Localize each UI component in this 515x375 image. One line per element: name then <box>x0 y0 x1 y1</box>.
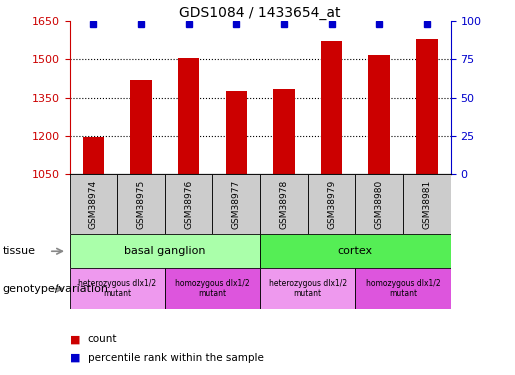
Text: GSM38976: GSM38976 <box>184 180 193 229</box>
Text: GSM38978: GSM38978 <box>280 180 288 229</box>
Text: GSM38977: GSM38977 <box>232 180 241 229</box>
Text: ■: ■ <box>70 353 80 363</box>
Bar <box>165 268 260 309</box>
Text: GSM38981: GSM38981 <box>422 180 431 229</box>
Text: tissue: tissue <box>3 246 36 256</box>
Bar <box>70 174 117 234</box>
Text: heterozygous dlx1/2
mutant: heterozygous dlx1/2 mutant <box>78 279 156 298</box>
Text: homozygous dlx1/2
mutant: homozygous dlx1/2 mutant <box>175 279 250 298</box>
Bar <box>355 174 403 234</box>
Bar <box>260 268 355 309</box>
Bar <box>212 174 260 234</box>
Bar <box>178 58 199 174</box>
Bar <box>260 234 451 268</box>
Text: genotype/variation: genotype/variation <box>3 284 109 294</box>
Bar <box>273 89 295 174</box>
Bar <box>321 41 342 174</box>
Text: ■: ■ <box>70 334 80 344</box>
Bar <box>130 80 152 174</box>
Bar <box>70 234 260 268</box>
Text: GSM38975: GSM38975 <box>136 180 145 229</box>
Bar <box>260 174 308 234</box>
Text: cortex: cortex <box>338 246 373 256</box>
Bar <box>117 174 165 234</box>
Text: basal ganglion: basal ganglion <box>124 246 205 256</box>
Text: percentile rank within the sample: percentile rank within the sample <box>88 353 264 363</box>
Bar <box>226 91 247 174</box>
Text: heterozygous dlx1/2
mutant: heterozygous dlx1/2 mutant <box>269 279 347 298</box>
Bar <box>165 174 212 234</box>
Bar <box>416 39 438 174</box>
Bar <box>403 174 451 234</box>
Text: GSM38980: GSM38980 <box>375 180 384 229</box>
Bar <box>307 174 355 234</box>
Bar <box>355 268 451 309</box>
Text: homozygous dlx1/2
mutant: homozygous dlx1/2 mutant <box>366 279 440 298</box>
Text: GSM38979: GSM38979 <box>327 180 336 229</box>
Text: count: count <box>88 334 117 344</box>
Title: GDS1084 / 1433654_at: GDS1084 / 1433654_at <box>179 6 341 20</box>
Text: GSM38974: GSM38974 <box>89 180 98 229</box>
Bar <box>70 268 165 309</box>
Bar <box>82 137 104 174</box>
Bar <box>368 55 390 174</box>
